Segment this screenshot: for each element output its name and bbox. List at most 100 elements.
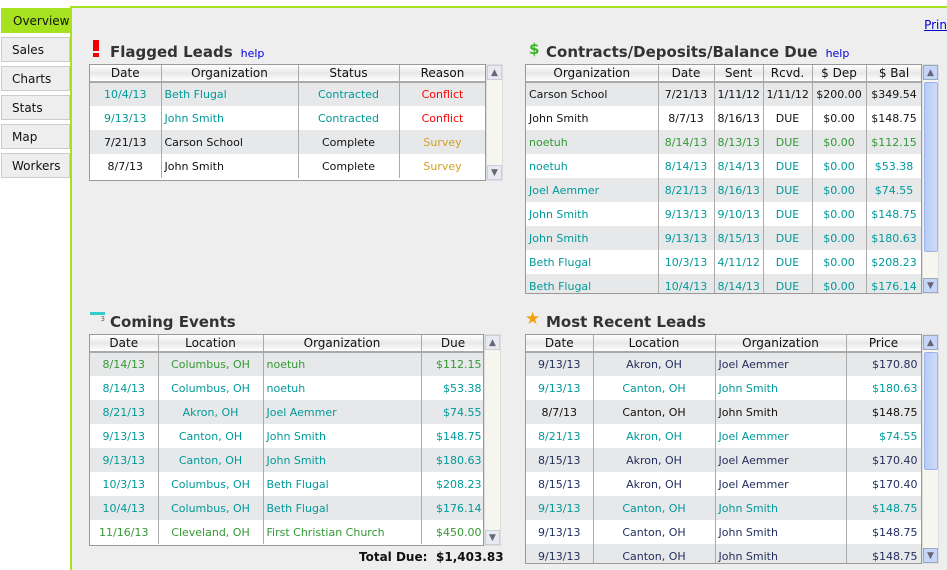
table-row[interactable]: 9/13/13 Akron, OH Joel Aemmer $170.80 (526, 352, 921, 376)
column-header[interactable]: Location (158, 335, 264, 353)
table-row[interactable]: John Smith 9/13/13 8/15/13 DUE $0.00 $180.63 (526, 226, 921, 250)
table-row[interactable]: 8/21/13 Akron, OH Joel Aemmer $74.55 (526, 424, 921, 448)
scroll-up-icon[interactable]: ▲ (923, 65, 938, 80)
table-row[interactable]: 8/7/13 John Smith Complete Survey (90, 154, 485, 178)
table-row[interactable]: 8/7/13 Canton, OH John Smith $148.75 (526, 400, 921, 424)
table-row[interactable]: 8/14/13 Columbus, OH noetuh $112.15 (90, 352, 483, 376)
column-header[interactable]: Sent (714, 65, 764, 83)
scroll-down-icon[interactable]: ▼ (923, 548, 938, 563)
table-cell: noetuh (526, 154, 659, 178)
scroll-up-icon[interactable]: ▲ (923, 335, 938, 350)
contracts-heading: Contracts/Deposits/Balance Due (546, 43, 818, 61)
table-cell: Canton, OH (593, 400, 716, 424)
table-cell: Akron, OH (158, 400, 264, 424)
table-row[interactable]: 9/13/13 Canton, OH John Smith $148.75 (526, 544, 921, 563)
column-header[interactable]: Date (658, 65, 715, 83)
contracts-help-link[interactable]: help (825, 47, 850, 60)
table-cell: Carson School (161, 130, 299, 154)
recent-leads-title: Most Recent Leads (546, 313, 706, 331)
table-cell: $170.40 (846, 448, 921, 472)
table-row[interactable]: 9/13/13 Canton, OH John Smith $148.75 (90, 424, 483, 448)
table-row[interactable]: 11/16/13 Cleveland, OH First Christian Chu… (90, 520, 483, 544)
table-cell: Complete (298, 154, 400, 178)
table-cell: Akron, OH (593, 472, 716, 496)
column-header[interactable]: Organization (161, 65, 299, 83)
table-row[interactable]: 9/13/13 Canton, OH John Smith $180.63 (90, 448, 483, 472)
table-row[interactable]: Beth Flugal 10/3/13 4/11/12 DUE $0.00 $208.23 (526, 250, 921, 274)
table-cell: Joel Aemmer (715, 352, 847, 376)
table-cell: 9/13/13 (526, 544, 594, 563)
table-cell: $148.75 (866, 202, 921, 226)
table-cell: 8/14/13 (658, 130, 715, 154)
flagged-leads-table: Date Organization Status Reason 10/4/13 Beth … (89, 64, 486, 181)
table-row[interactable]: John Smith 9/13/13 9/10/13 DUE $0.00 $148.75 (526, 202, 921, 226)
header-row: Date Organization Status Reason (90, 65, 485, 83)
table-row[interactable]: 10/3/13 Columbus, OH Beth Flugal $208.23 (90, 472, 483, 496)
table-cell: Beth Flugal (263, 472, 422, 496)
table-row[interactable]: 9/13/13 John Smith Contracted Conflict (90, 106, 485, 130)
table-cell: $0.00 (812, 250, 867, 274)
table-cell: Joel Aemmer (263, 400, 422, 424)
column-header[interactable]: Organization (526, 65, 659, 83)
tab-stats[interactable]: Stats (1, 95, 70, 120)
table-row[interactable]: Carson School 7/21/13 1/11/12 1/11/12 $200.0… (526, 82, 921, 106)
table-row[interactable]: noetuh 8/14/13 8/14/13 DUE $0.00 $53.38 (526, 154, 921, 178)
table-cell: $148.75 (846, 400, 921, 424)
print-link[interactable]: Prin (924, 18, 947, 32)
table-row[interactable]: 7/21/13 Carson School Complete Survey (90, 130, 485, 154)
table-cell: 7/21/13 (90, 130, 162, 154)
column-header[interactable]: Reason (399, 65, 485, 83)
flagged-help-link[interactable]: help (240, 47, 265, 60)
scroll-up-icon[interactable]: ▲ (487, 65, 502, 80)
table-row[interactable]: 10/4/13 Beth Flugal Contracted Conflict (90, 82, 485, 106)
column-header[interactable]: $ Bal (866, 65, 921, 83)
tab-charts[interactable]: Charts (1, 66, 70, 91)
table-row[interactable]: 8/14/13 Columbus, OH noetuh $53.38 (90, 376, 483, 400)
table-cell: Canton, OH (593, 496, 716, 520)
table-cell: $208.23 (421, 472, 483, 496)
column-header[interactable]: Location (593, 335, 716, 353)
table-cell: $112.15 (866, 130, 921, 154)
scroll-down-icon[interactable]: ▼ (923, 278, 938, 293)
exclamation-icon (93, 40, 100, 58)
column-header[interactable]: Rcvd. (763, 65, 813, 83)
scroll-down-icon[interactable]: ▼ (487, 165, 502, 180)
table-row[interactable]: John Smith 8/7/13 8/16/13 DUE $0.00 $148.75 (526, 106, 921, 130)
table-row[interactable]: Beth Flugal 10/4/13 8/14/13 DUE $0.00 $176.14 (526, 274, 921, 293)
column-header[interactable]: Date (90, 335, 159, 353)
scroll-thumb[interactable] (924, 352, 938, 470)
flagged-scrollbar[interactable]: ▲ ▼ (486, 64, 503, 181)
table-row[interactable]: 8/21/13 Akron, OH Joel Aemmer $74.55 (90, 400, 483, 424)
flagged-leads-heading: Flagged Leads (110, 43, 233, 61)
table-cell: Joel Aemmer (715, 472, 847, 496)
column-header[interactable]: Due (421, 335, 483, 353)
table-row[interactable]: Joel Aemmer 8/21/13 8/16/13 DUE $0.00 $74.55 (526, 178, 921, 202)
column-header[interactable]: $ Dep (812, 65, 867, 83)
table-cell: $176.14 (866, 274, 921, 293)
column-header[interactable]: Date (526, 335, 594, 353)
tab-workers[interactable]: Workers (1, 153, 70, 178)
scroll-up-icon[interactable]: ▲ (485, 335, 500, 350)
column-header[interactable]: Status (298, 65, 400, 83)
column-header[interactable]: Date (90, 65, 162, 83)
table-row[interactable]: 9/13/13 Canton, OH John Smith $148.75 (526, 520, 921, 544)
tab-map[interactable]: Map (1, 124, 70, 149)
column-header[interactable]: Organization (263, 335, 422, 353)
recent-scrollbar[interactable]: ▲ ▼ (922, 334, 939, 564)
scroll-down-icon[interactable]: ▼ (485, 530, 500, 545)
table-row[interactable]: 9/13/13 Canton, OH John Smith $180.63 (526, 376, 921, 400)
table-row[interactable]: 8/15/13 Akron, OH Joel Aemmer $170.40 (526, 472, 921, 496)
tab-sales[interactable]: Sales (1, 37, 70, 62)
column-header[interactable]: Organization (715, 335, 847, 353)
table-row[interactable]: noetuh 8/14/13 8/13/13 DUE $0.00 $112.15 (526, 130, 921, 154)
table-row[interactable]: 8/15/13 Akron, OH Joel Aemmer $170.40 (526, 448, 921, 472)
table-row[interactable]: 9/13/13 Canton, OH John Smith $148.75 (526, 496, 921, 520)
contracts-scrollbar[interactable]: ▲ ▼ (922, 64, 939, 294)
table-cell: Contracted (298, 106, 400, 130)
tab-overview[interactable]: Overview (1, 8, 70, 33)
table-cell: First Christian Church (263, 520, 422, 544)
scroll-thumb[interactable] (924, 82, 938, 252)
column-header[interactable]: Price (846, 335, 921, 353)
table-row[interactable]: 10/4/13 Columbus, OH Beth Flugal $176.14 (90, 496, 483, 520)
events-scrollbar[interactable]: ▲ ▼ (484, 334, 501, 546)
